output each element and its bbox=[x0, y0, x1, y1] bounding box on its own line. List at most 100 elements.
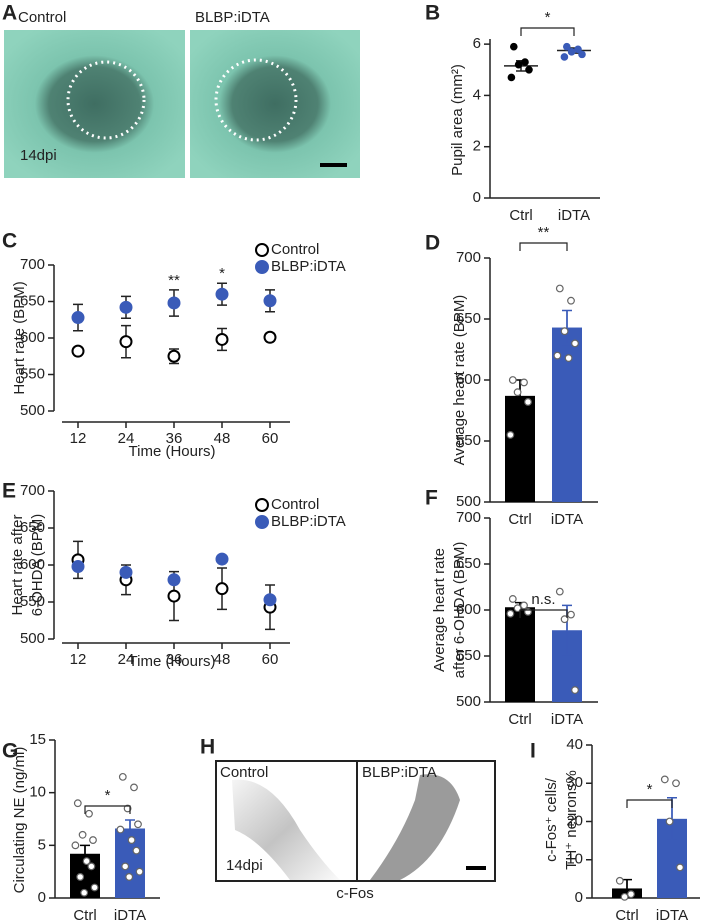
point bbox=[167, 349, 181, 363]
image-label: Control bbox=[18, 9, 66, 26]
x-tick-label: Ctrl bbox=[508, 711, 531, 728]
y-axis-label: Heart rate after bbox=[9, 515, 26, 616]
point bbox=[80, 888, 89, 897]
x-tick-label: 60 bbox=[262, 651, 279, 668]
point bbox=[76, 873, 85, 881]
significance: * bbox=[545, 9, 551, 26]
point bbox=[567, 296, 575, 305]
panel-label: B bbox=[425, 2, 440, 25]
point bbox=[560, 615, 569, 624]
y-tick-label: 5 bbox=[38, 836, 46, 853]
y-tick-label: 550 bbox=[456, 432, 481, 449]
point bbox=[123, 804, 132, 813]
point bbox=[506, 609, 515, 618]
significance-bracket bbox=[519, 609, 568, 618]
point bbox=[620, 892, 629, 901]
point bbox=[521, 58, 529, 66]
point bbox=[127, 836, 136, 844]
y-axis-label: 6-OHDA (BPM) bbox=[29, 514, 46, 617]
x-tick-label: 48 bbox=[214, 430, 231, 447]
point bbox=[130, 783, 138, 792]
bar bbox=[505, 395, 535, 502]
point bbox=[525, 65, 533, 74]
point bbox=[87, 862, 96, 871]
image-label: Control bbox=[220, 764, 268, 781]
image-note: 14dpi bbox=[20, 147, 57, 164]
point bbox=[506, 431, 515, 439]
y-axis-label: c-Fos⁺ cells/ bbox=[543, 777, 560, 862]
point bbox=[564, 354, 573, 362]
point bbox=[78, 830, 87, 839]
panel-label: C bbox=[2, 230, 17, 253]
eye-image bbox=[4, 30, 185, 178]
legend-label: Control bbox=[271, 496, 319, 513]
y-tick-label: 600 bbox=[456, 601, 481, 618]
bar bbox=[505, 607, 535, 702]
point bbox=[116, 825, 125, 834]
y-tick-label: 600 bbox=[20, 556, 45, 573]
x-tick-label: 36 bbox=[166, 430, 183, 447]
y-tick-label: 10 bbox=[29, 784, 46, 801]
significance: ** bbox=[538, 224, 550, 241]
point bbox=[627, 890, 635, 899]
point bbox=[71, 559, 85, 573]
y-axis-label: TH⁺ neurons% bbox=[563, 770, 580, 870]
tissue-image bbox=[370, 774, 460, 880]
point bbox=[560, 53, 569, 61]
x-tick-label: iDTA bbox=[114, 907, 146, 920]
point bbox=[215, 332, 229, 346]
y-tick-label: 40 bbox=[566, 736, 583, 753]
point bbox=[167, 589, 181, 603]
x-tick-label: 24 bbox=[118, 430, 135, 447]
point bbox=[135, 867, 144, 876]
point bbox=[125, 873, 134, 881]
point bbox=[132, 846, 141, 855]
panel-label: G bbox=[2, 740, 18, 763]
y-tick-label: 600 bbox=[456, 371, 481, 388]
panel-label: E bbox=[2, 480, 16, 503]
point bbox=[215, 552, 229, 566]
point bbox=[665, 817, 674, 826]
y-tick-label: 650 bbox=[20, 292, 45, 309]
significance: ** bbox=[168, 272, 180, 289]
point bbox=[215, 582, 229, 596]
y-tick-label: 500 bbox=[20, 630, 45, 647]
eye-image bbox=[190, 30, 360, 178]
y-tick-label: 550 bbox=[20, 593, 45, 610]
point bbox=[71, 311, 85, 325]
point bbox=[510, 42, 518, 51]
pupil-outline bbox=[66, 60, 146, 140]
point bbox=[553, 351, 562, 360]
y-tick-label: 30 bbox=[566, 774, 583, 791]
legend-label: Control bbox=[271, 241, 319, 258]
significance: * bbox=[219, 265, 225, 282]
point bbox=[660, 775, 669, 784]
y-tick-label: 700 bbox=[456, 509, 481, 526]
point bbox=[89, 836, 97, 844]
x-tick-label: 36 bbox=[166, 651, 183, 668]
point bbox=[513, 388, 522, 397]
y-tick-label: 500 bbox=[456, 493, 481, 510]
x-axis-label: Time (Hours) bbox=[129, 443, 216, 460]
point bbox=[513, 604, 522, 613]
scale-bar bbox=[320, 163, 347, 167]
y-tick-label: 650 bbox=[456, 555, 481, 572]
point bbox=[119, 335, 133, 349]
point bbox=[71, 344, 85, 358]
point bbox=[263, 294, 277, 308]
y-tick-label: 700 bbox=[456, 249, 481, 266]
significance-bracket bbox=[520, 27, 575, 36]
point bbox=[119, 565, 133, 579]
point bbox=[134, 820, 142, 829]
significance-bracket bbox=[519, 242, 568, 251]
point bbox=[578, 50, 586, 59]
y-tick-label: 4 bbox=[473, 86, 481, 103]
x-tick-label: Ctrl bbox=[509, 207, 532, 224]
y-tick-label: 650 bbox=[456, 310, 481, 327]
point bbox=[676, 863, 684, 872]
y-tick-label: 10 bbox=[566, 851, 583, 868]
y-axis-label: Average heart rate bbox=[431, 548, 448, 672]
image-caption: c-Fos bbox=[336, 885, 374, 902]
